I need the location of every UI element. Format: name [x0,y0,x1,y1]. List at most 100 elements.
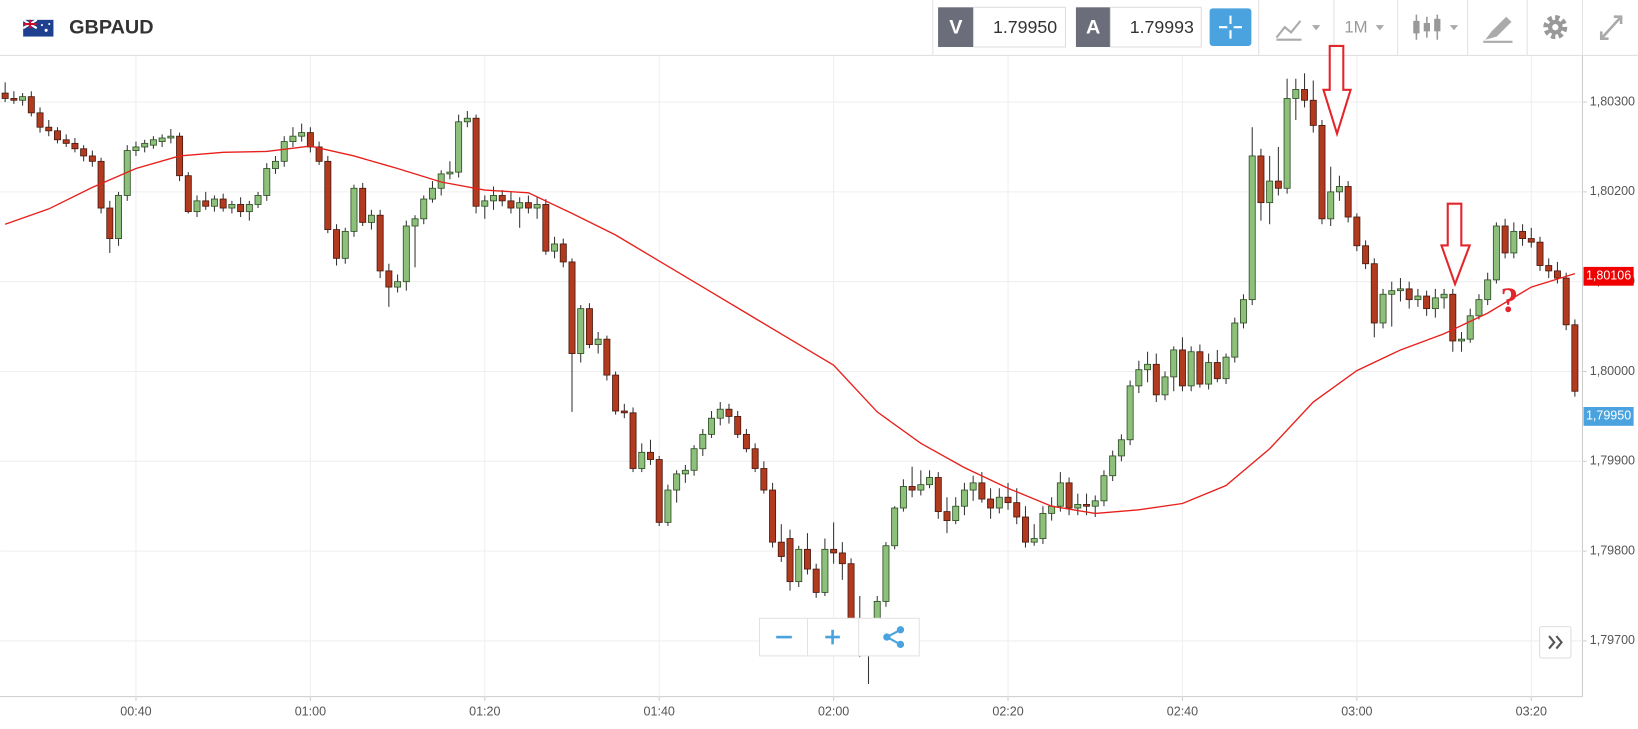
candle-body [664,489,672,523]
chart-type-button[interactable] [1275,20,1321,41]
candle-body [1405,288,1413,301]
candle-body [926,477,934,486]
annotation: ? [1500,280,1518,320]
candle-body [498,195,506,202]
toolbar-bg [0,0,1638,56]
candle-body [289,135,297,142]
candle-body [830,548,838,554]
candle-body [141,142,149,148]
sell-button[interactable]: V 1.79950 [938,6,1067,48]
candle-body [263,168,271,196]
candle-body [1283,98,1291,189]
candle-body [106,207,114,239]
share[interactable] [883,626,905,649]
price-marker-label: 1,79950 [1586,409,1631,423]
candle-body [1362,245,1370,265]
x-tick-label: 01:40 [644,705,675,719]
candle-body [411,218,419,227]
candle-body [376,214,384,272]
candle-body [184,175,192,213]
candle-body [394,281,402,288]
crosshair-button[interactable] [1209,8,1252,46]
candle-body [1414,295,1422,301]
candle-body [559,243,567,263]
candle-body [943,511,951,522]
candle-body [1213,362,1221,380]
candle-body [1231,322,1239,358]
candle-body [655,459,663,523]
candle-body [1266,180,1274,204]
x-tick-label: 01:00 [295,705,326,719]
candle-body [969,482,977,491]
candle-body [908,486,916,491]
candle-body [1257,155,1265,204]
sell-label-box [938,7,974,47]
candle-body [1126,385,1134,441]
candle-body [847,563,855,622]
candle-body [978,482,986,500]
candle-body [638,451,646,469]
candle-body [1301,89,1309,101]
candle-body [725,408,733,417]
scroll-to-end[interactable] [1539,626,1572,659]
candle-body [891,507,899,547]
candle-body [821,548,829,593]
candle-body [306,132,314,148]
candle-body [1309,99,1317,126]
x-tick-label: 02:00 [818,705,849,719]
moving-average [4,145,1576,515]
candle-body [10,98,18,101]
candle-body [324,160,332,231]
settings-button[interactable] [1543,15,1568,40]
candle-body [708,417,715,435]
buy-price: 1.79993 [1130,17,1194,37]
candle-body [463,117,471,123]
candle-body [245,204,253,213]
candle-body [350,187,358,232]
candle-body [402,225,410,283]
y-tick-label: 1,79900 [1590,454,1635,468]
candle-body [193,200,201,213]
candle-body [149,139,157,146]
candle-body [533,204,541,209]
candle-body [1475,299,1483,317]
candle-body [516,202,524,209]
candle-body [1536,241,1544,266]
timeframe-button[interactable]: 1M [1344,18,1385,37]
price-marker [1583,407,1634,426]
buy-price-box [1109,6,1202,48]
candle-body [54,130,61,141]
candle-body [1152,363,1160,396]
arrow [1322,44,1353,138]
candle-body [115,195,122,239]
symbol: GBPAUD [69,16,153,38]
candle-body [315,146,323,162]
candle-body [228,204,236,209]
zoom-in[interactable] [825,629,840,645]
sell-price: 1.79950 [993,17,1057,37]
candle-body [27,96,35,114]
candle-body [1292,89,1300,99]
candle-body [1527,238,1535,243]
candle-body [620,410,628,414]
candle-body [795,548,803,583]
candle-body [1466,315,1474,340]
candle-body [594,338,602,345]
candle-body [132,146,140,151]
fullscreen-button[interactable] [1599,15,1623,40]
candle-body [1353,216,1361,247]
candle-style-button[interactable] [1413,14,1459,40]
candle-body [1553,270,1561,279]
candle-body [507,200,515,209]
candle-body [1196,351,1204,385]
candle-body [568,261,576,354]
y-tick-label: 1,80200 [1590,184,1635,198]
candle-body [1205,362,1213,385]
draw-button[interactable] [1483,16,1513,43]
candle-body [1161,376,1169,396]
candle-body [1222,356,1230,380]
buy-button[interactable]: A 1.79993 [1075,6,1202,48]
candle-body [1074,504,1082,509]
candle-body [1056,482,1064,507]
candle-body [786,538,794,583]
